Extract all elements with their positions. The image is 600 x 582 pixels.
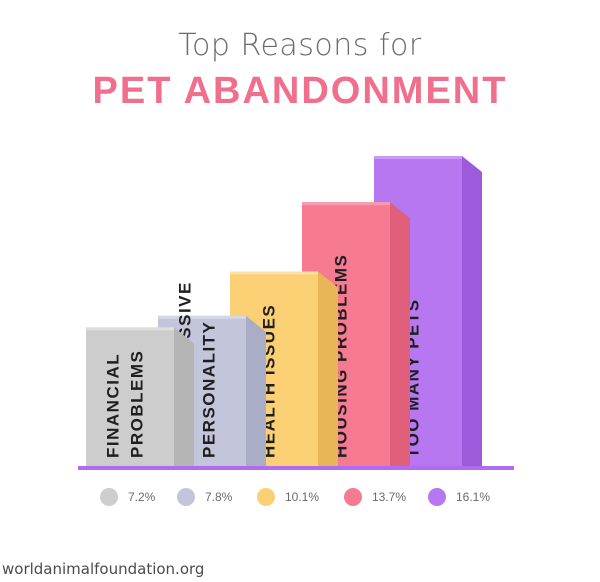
legend-value-5: 16.1% bbox=[456, 490, 490, 504]
bar-4-top bbox=[302, 202, 390, 206]
legend-value-4: 13.7% bbox=[372, 490, 406, 504]
chart-title-line2: PET ABANDONMENT bbox=[92, 70, 508, 112]
chart-baseline bbox=[78, 466, 514, 470]
bar-3-top bbox=[230, 271, 318, 275]
bar-5-top bbox=[374, 156, 462, 159]
bar-5-side bbox=[462, 156, 482, 466]
bar-1-side bbox=[174, 327, 194, 466]
bar-2-side bbox=[246, 315, 266, 466]
bar-4-side bbox=[390, 202, 410, 466]
legend-value-3: 10.1% bbox=[285, 490, 319, 504]
legend-swatch-1 bbox=[100, 488, 118, 506]
source-credit: worldanimalfoundation.org bbox=[2, 560, 205, 578]
legend-value-2: 7.8% bbox=[205, 490, 233, 504]
legend-swatch-5 bbox=[428, 488, 446, 506]
legend-swatch-3 bbox=[257, 488, 275, 506]
bar-1-top bbox=[86, 327, 174, 331]
bar-1-label-line-2: PROBLEMS bbox=[127, 350, 146, 458]
chart-title-line1: Top Reasons for bbox=[178, 28, 422, 63]
bar-2-label-line-2: PERSONALITY bbox=[199, 321, 218, 458]
legend-swatch-2 bbox=[177, 488, 195, 506]
bar-1 bbox=[86, 327, 174, 466]
bar-1-label-line-1: FINANCIAL bbox=[103, 353, 122, 458]
legend-value-1: 7.2% bbox=[128, 490, 156, 504]
legend-swatch-4 bbox=[344, 488, 362, 506]
bar-2-top bbox=[158, 315, 246, 319]
bar-3-side bbox=[318, 271, 338, 466]
